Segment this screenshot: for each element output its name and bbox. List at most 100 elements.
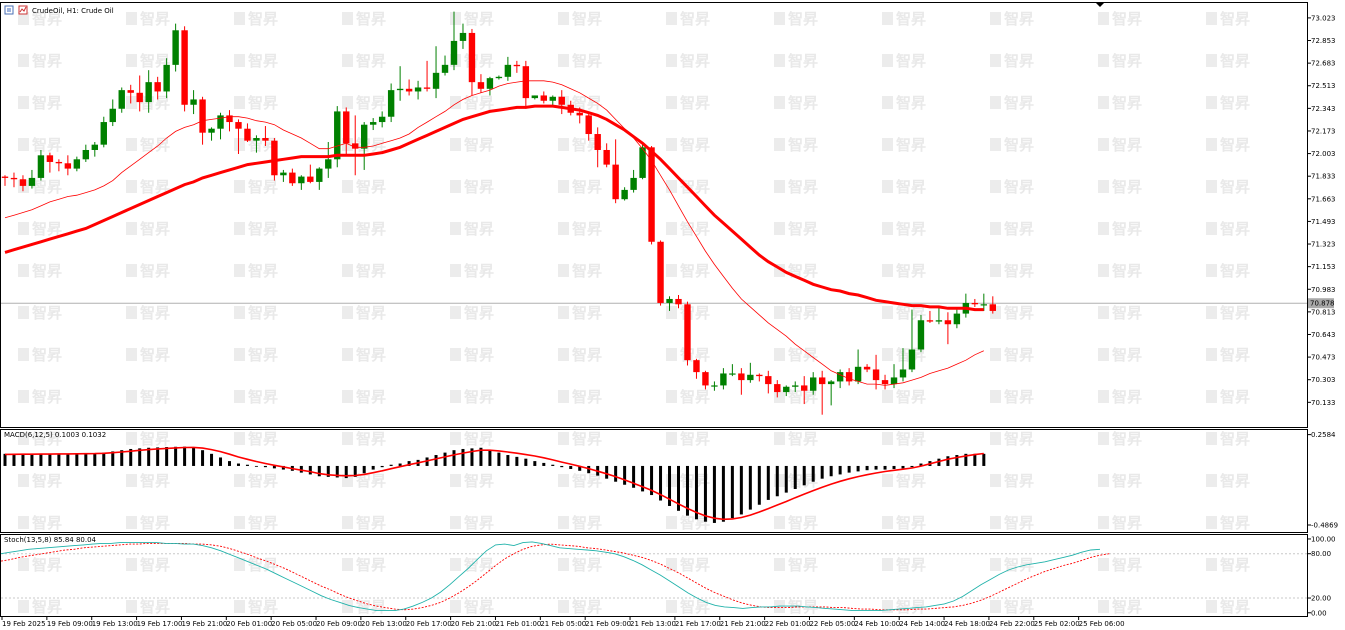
candle[interactable] [154,76,161,100]
candle[interactable] [46,152,54,173]
candle[interactable] [801,376,808,405]
candle[interactable] [19,175,27,192]
candle[interactable] [226,110,233,132]
candle[interactable] [531,95,539,100]
candle[interactable] [280,169,287,182]
candle[interactable] [109,99,116,127]
candle[interactable] [495,75,503,80]
candle[interactable] [513,60,521,73]
candle[interactable] [423,60,431,92]
candle[interactable] [369,118,377,131]
candle[interactable] [262,126,269,146]
candle[interactable] [37,149,45,181]
candle[interactable] [190,90,197,115]
candle[interactable] [343,107,350,156]
candle[interactable] [657,240,664,306]
candle[interactable] [486,76,494,96]
candle[interactable] [881,374,889,390]
candle[interactable] [908,309,916,373]
candle[interactable] [235,119,242,154]
candle[interactable] [432,46,440,99]
candle[interactable] [253,135,260,153]
candle[interactable] [666,296,673,311]
candle[interactable] [558,90,565,115]
candle[interactable] [738,368,745,395]
candle[interactable] [926,310,934,323]
candle[interactable] [181,26,188,112]
candle[interactable] [872,354,880,390]
macd-pane[interactable] [3,446,986,523]
candle[interactable] [540,91,547,104]
candle[interactable] [73,156,81,172]
candle[interactable] [145,70,152,113]
candle[interactable] [845,368,853,386]
candle[interactable] [441,55,449,76]
candle[interactable] [172,23,179,72]
candle[interactable] [450,11,458,71]
candle[interactable] [163,58,170,99]
candle[interactable] [127,84,134,104]
candle[interactable] [693,358,700,379]
candle[interactable] [387,83,395,123]
candle[interactable] [100,116,107,148]
candle[interactable] [325,142,332,178]
candle[interactable] [217,112,224,140]
candle[interactable] [944,312,952,345]
candle[interactable] [55,159,63,172]
price-pane[interactable] [1,11,1307,415]
candle[interactable] [827,380,835,406]
candle[interactable] [118,87,125,113]
candle[interactable] [1,175,9,186]
stoch-pane[interactable] [0,541,1307,612]
candle[interactable] [980,293,988,311]
candle[interactable] [854,349,862,385]
candle[interactable] [935,306,943,325]
candle[interactable] [765,370,772,394]
candle[interactable] [459,23,467,49]
candle[interactable] [612,139,619,204]
candle[interactable] [298,175,305,190]
candle[interactable] [136,75,143,112]
candle[interactable] [334,106,341,168]
candle[interactable] [352,115,359,176]
candle[interactable] [378,111,386,128]
candle[interactable] [91,142,98,157]
candle[interactable] [720,368,727,390]
candle[interactable] [585,114,592,141]
candle[interactable] [639,142,646,180]
candle[interactable] [414,80,422,100]
candle[interactable] [675,294,682,309]
candle[interactable] [504,56,512,81]
candle[interactable] [917,314,925,353]
candle[interactable] [702,370,709,390]
candle[interactable] [28,169,36,189]
candle[interactable] [684,301,691,366]
candle[interactable] [316,167,323,190]
candle[interactable] [405,79,413,96]
candle[interactable] [711,381,718,391]
candle[interactable] [64,155,72,176]
candle[interactable] [208,127,215,141]
candle[interactable] [603,143,610,168]
candle[interactable] [863,364,871,373]
candle[interactable] [962,293,970,318]
candle[interactable] [594,127,601,168]
candle[interactable] [244,123,251,143]
candle[interactable] [10,172,18,188]
chart-shift-marker[interactable] [1096,3,1104,7]
candle[interactable] [747,362,754,383]
candle[interactable] [729,364,736,377]
candle[interactable] [953,309,961,329]
candle[interactable] [756,373,763,382]
candle[interactable] [621,187,628,201]
candle[interactable] [630,169,637,193]
candle[interactable] [289,168,296,186]
candle[interactable] [396,66,404,101]
candle[interactable] [477,74,485,93]
candle[interactable] [307,164,314,184]
candle[interactable] [82,144,90,162]
candle[interactable] [971,298,979,307]
candle[interactable] [783,385,790,397]
candle[interactable] [361,122,368,170]
candle[interactable] [774,380,781,398]
